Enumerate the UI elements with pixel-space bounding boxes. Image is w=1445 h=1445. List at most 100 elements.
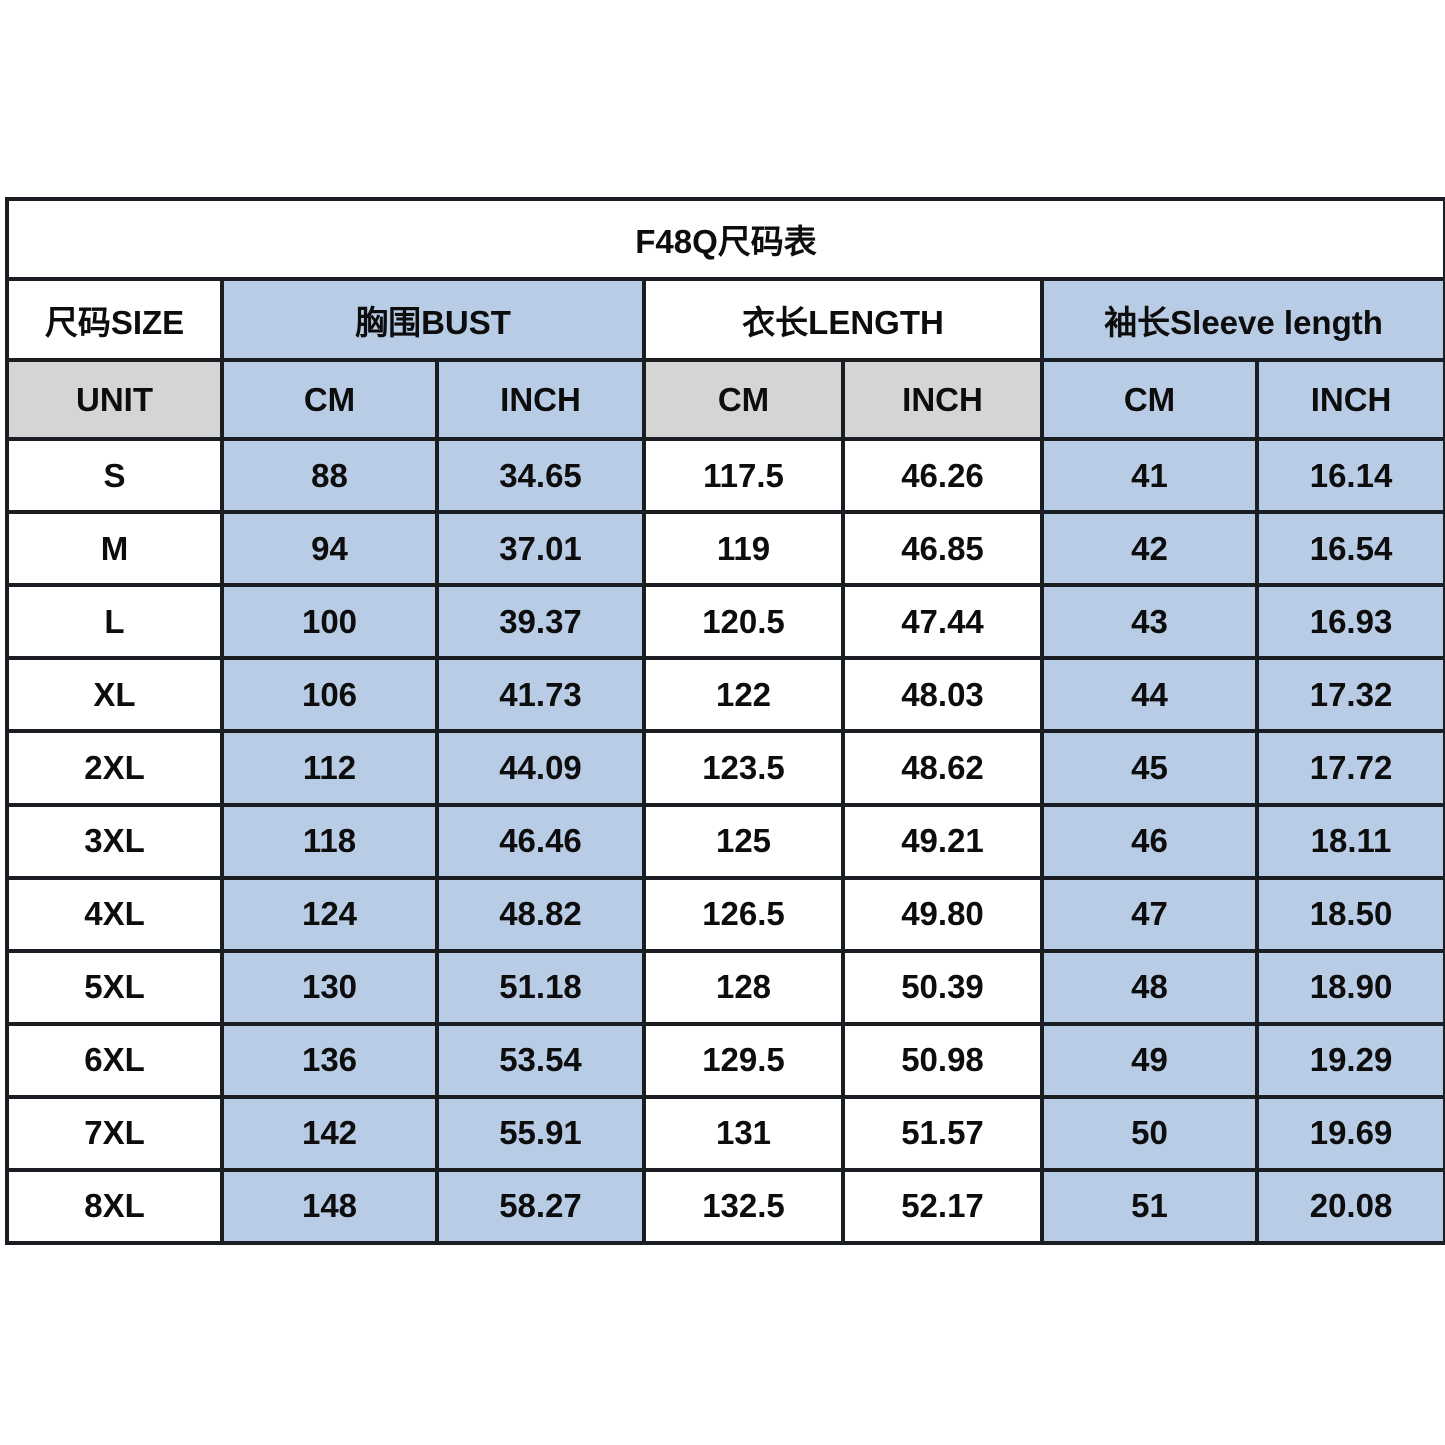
cell-bust-inch: 55.91 bbox=[435, 1094, 646, 1172]
cell-bust-cm: 112 bbox=[220, 729, 439, 807]
cell-length-cm: 126.5 bbox=[642, 875, 845, 953]
cell-size: 3XL bbox=[5, 802, 224, 880]
cell-length-cm: 120.5 bbox=[642, 583, 845, 661]
cell-sleeve-cm: 43 bbox=[1040, 583, 1259, 661]
cell-length-inch: 51.57 bbox=[841, 1094, 1044, 1172]
table-row: L 100 39.37 120.5 47.44 43 16.93 bbox=[5, 583, 1445, 661]
cell-sleeve-cm: 44 bbox=[1040, 656, 1259, 734]
cell-sleeve-cm: 47 bbox=[1040, 875, 1259, 953]
table-row: 4XL 124 48.82 126.5 49.80 47 18.50 bbox=[5, 875, 1445, 953]
table-row: 8XL 148 58.27 132.5 52.17 51 20.08 bbox=[5, 1167, 1445, 1246]
column-group-length: 衣长LENGTH bbox=[642, 277, 1044, 363]
cell-length-inch: 46.26 bbox=[841, 437, 1044, 515]
cell-length-cm: 117.5 bbox=[642, 437, 845, 515]
cell-bust-inch: 39.37 bbox=[435, 583, 646, 661]
cell-bust-inch: 51.18 bbox=[435, 948, 646, 1026]
cell-sleeve-inch: 17.32 bbox=[1254, 656, 1445, 734]
unit-label: UNIT bbox=[5, 358, 224, 442]
cell-sleeve-cm: 50 bbox=[1040, 1094, 1259, 1172]
cell-sleeve-cm: 48 bbox=[1040, 948, 1259, 1026]
cell-length-inch: 46.85 bbox=[841, 510, 1044, 588]
column-group-sleeve-length: 袖长Sleeve length bbox=[1039, 277, 1445, 363]
cell-size: 2XL bbox=[5, 729, 224, 807]
cell-length-cm: 129.5 bbox=[642, 1021, 845, 1099]
cell-sleeve-cm: 46 bbox=[1040, 802, 1259, 880]
cell-length-inch: 48.62 bbox=[841, 729, 1044, 807]
cell-sleeve-cm: 49 bbox=[1040, 1021, 1259, 1099]
cell-sleeve-inch: 17.72 bbox=[1254, 729, 1445, 807]
cell-sleeve-cm: 41 bbox=[1040, 437, 1259, 515]
cell-length-cm: 128 bbox=[642, 948, 845, 1026]
unit-bust-cm: CM bbox=[220, 358, 439, 442]
cell-bust-inch: 58.27 bbox=[435, 1167, 646, 1246]
cell-bust-cm: 94 bbox=[220, 510, 439, 588]
cell-length-cm: 119 bbox=[642, 510, 845, 588]
cell-bust-inch: 46.46 bbox=[435, 802, 646, 880]
cell-sleeve-inch: 18.90 bbox=[1254, 948, 1445, 1026]
cell-size: XL bbox=[5, 656, 224, 734]
cell-size: 5XL bbox=[5, 948, 224, 1026]
cell-bust-cm: 130 bbox=[220, 948, 439, 1026]
cell-length-cm: 125 bbox=[642, 802, 845, 880]
cell-size: 4XL bbox=[5, 875, 224, 953]
cell-size: 7XL bbox=[5, 1094, 224, 1172]
cell-sleeve-inch: 16.93 bbox=[1254, 583, 1445, 661]
cell-sleeve-inch: 16.14 bbox=[1254, 437, 1445, 515]
cell-bust-cm: 100 bbox=[220, 583, 439, 661]
cell-sleeve-cm: 51 bbox=[1040, 1167, 1259, 1246]
cell-size: M bbox=[5, 510, 224, 588]
cell-bust-inch: 34.65 bbox=[435, 437, 646, 515]
size-chart-table: F48Q尺码表 尺码SIZE 胸围BUST 衣长LENGTH 袖长Sleeve … bbox=[4, 196, 1445, 1246]
column-group-header-row: 尺码SIZE 胸围BUST 衣长LENGTH 袖长Sleeve length bbox=[5, 277, 1445, 363]
cell-sleeve-cm: 42 bbox=[1040, 510, 1259, 588]
column-group-bust: 胸围BUST bbox=[220, 277, 646, 363]
cell-bust-cm: 124 bbox=[220, 875, 439, 953]
table-row: 7XL 142 55.91 131 51.57 50 19.69 bbox=[5, 1094, 1445, 1172]
table-row: 6XL 136 53.54 129.5 50.98 49 19.29 bbox=[5, 1021, 1445, 1099]
cell-bust-inch: 41.73 bbox=[435, 656, 646, 734]
cell-length-cm: 122 bbox=[642, 656, 845, 734]
cell-bust-cm: 118 bbox=[220, 802, 439, 880]
unit-sleeve-inch: INCH bbox=[1254, 358, 1445, 442]
table-title: F48Q尺码表 bbox=[4, 196, 1445, 282]
cell-bust-inch: 48.82 bbox=[435, 875, 646, 953]
table-title-row: F48Q尺码表 bbox=[4, 196, 1445, 282]
unit-length-inch: INCH bbox=[841, 358, 1044, 442]
cell-length-cm: 123.5 bbox=[642, 729, 845, 807]
cell-sleeve-inch: 19.29 bbox=[1254, 1021, 1445, 1099]
cell-bust-cm: 106 bbox=[220, 656, 439, 734]
cell-size: L bbox=[5, 583, 224, 661]
size-chart-image: F48Q尺码表 尺码SIZE 胸围BUST 衣长LENGTH 袖长Sleeve … bbox=[4, 196, 1445, 1246]
cell-length-inch: 50.98 bbox=[841, 1021, 1044, 1099]
cell-bust-inch: 44.09 bbox=[435, 729, 646, 807]
cell-length-inch: 49.21 bbox=[841, 802, 1044, 880]
cell-length-inch: 47.44 bbox=[841, 583, 1044, 661]
cell-length-cm: 131 bbox=[642, 1094, 845, 1172]
table-row: 2XL 112 44.09 123.5 48.62 45 17.72 bbox=[5, 729, 1445, 807]
cell-bust-cm: 88 bbox=[220, 437, 439, 515]
cell-bust-cm: 142 bbox=[220, 1094, 439, 1172]
cell-length-inch: 48.03 bbox=[841, 656, 1044, 734]
unit-sleeve-cm: CM bbox=[1040, 358, 1259, 442]
cell-bust-inch: 37.01 bbox=[435, 510, 646, 588]
table-row: XL 106 41.73 122 48.03 44 17.32 bbox=[5, 656, 1445, 734]
cell-length-inch: 49.80 bbox=[841, 875, 1044, 953]
unit-header-row: UNIT CM INCH CM INCH CM INCH bbox=[5, 358, 1445, 442]
cell-size: 8XL bbox=[5, 1167, 224, 1246]
table-row: S 88 34.65 117.5 46.26 41 16.14 bbox=[5, 437, 1445, 515]
unit-bust-inch: INCH bbox=[435, 358, 646, 442]
column-group-size: 尺码SIZE bbox=[5, 277, 224, 363]
table-row: M 94 37.01 119 46.85 42 16.54 bbox=[5, 510, 1445, 588]
cell-sleeve-cm: 45 bbox=[1040, 729, 1259, 807]
cell-bust-cm: 136 bbox=[220, 1021, 439, 1099]
cell-bust-cm: 148 bbox=[220, 1167, 439, 1246]
cell-sleeve-inch: 20.08 bbox=[1254, 1167, 1445, 1246]
table-row: 3XL 118 46.46 125 49.21 46 18.11 bbox=[5, 802, 1445, 880]
cell-length-inch: 50.39 bbox=[841, 948, 1044, 1026]
cell-size: 6XL bbox=[5, 1021, 224, 1099]
cell-sleeve-inch: 19.69 bbox=[1254, 1094, 1445, 1172]
cell-length-cm: 132.5 bbox=[642, 1167, 845, 1246]
table-row: 5XL 130 51.18 128 50.39 48 18.90 bbox=[5, 948, 1445, 1026]
cell-sleeve-inch: 18.50 bbox=[1254, 875, 1445, 953]
cell-sleeve-inch: 18.11 bbox=[1254, 802, 1445, 880]
